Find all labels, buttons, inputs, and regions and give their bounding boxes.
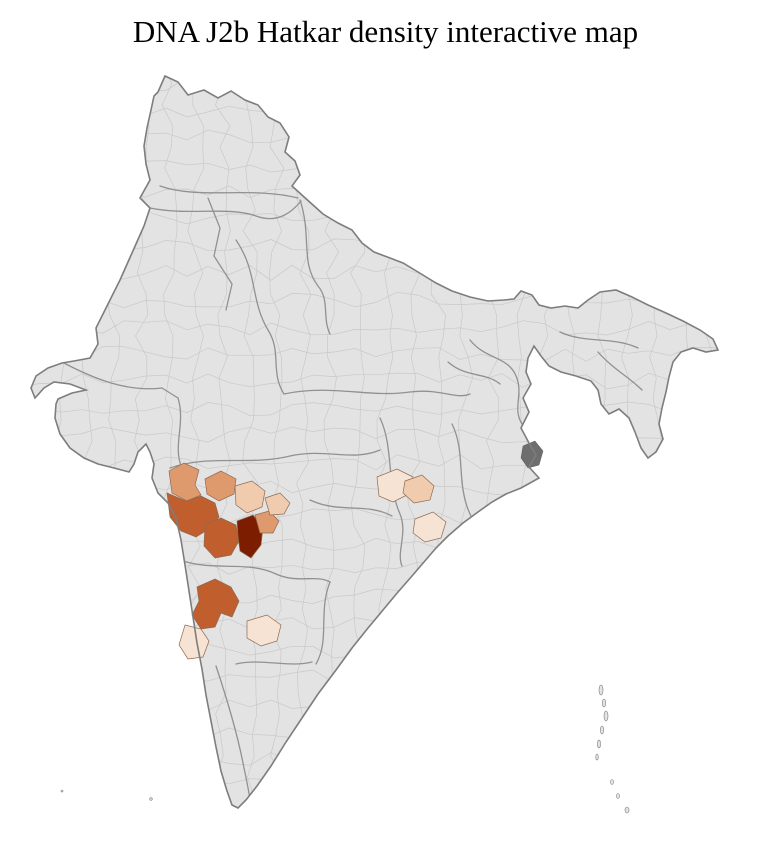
density-region-r5[interactable] (203, 517, 240, 559)
density-region-r1[interactable] (168, 462, 202, 502)
density-region-r6[interactable] (236, 514, 264, 559)
page-title: DNA J2b Hatkar density interactive map (132, 14, 639, 49)
density-region-r7[interactable] (254, 510, 280, 534)
density-region-r9[interactable] (191, 578, 240, 630)
density-region-r11[interactable] (246, 614, 282, 647)
state-boundaries (61, 185, 643, 801)
density-region-r14[interactable] (412, 511, 447, 543)
density-region-r3[interactable] (204, 470, 237, 502)
dark-district[interactable] (520, 440, 544, 469)
density-region-r13[interactable] (402, 474, 435, 504)
density-regions (166, 440, 544, 660)
density-region-r10[interactable] (178, 624, 210, 660)
island-dots (60, 684, 630, 814)
india-outer-border (30, 74, 720, 809)
density-region-r4[interactable] (234, 480, 266, 514)
density-region-r8[interactable] (264, 492, 291, 516)
india-landmass (31, 76, 718, 808)
